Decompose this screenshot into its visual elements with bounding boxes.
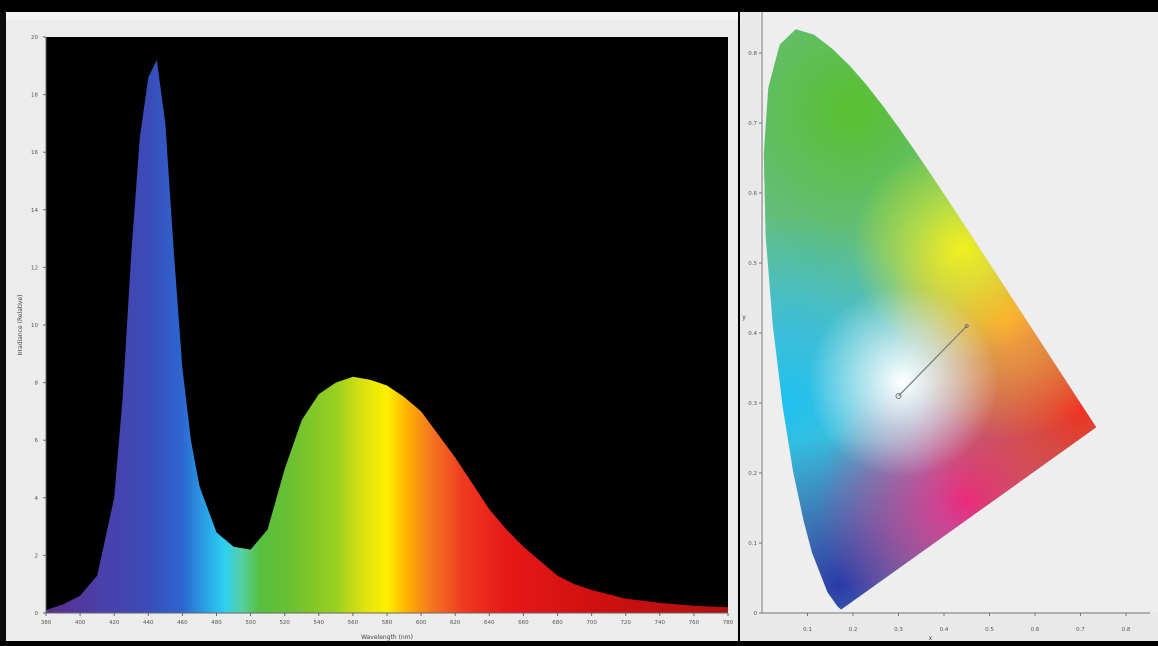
x-tick-label: 420 [109, 620, 120, 626]
y-tick-label: 10 [31, 323, 38, 329]
x-tick-label: 600 [416, 620, 427, 626]
cie-y-tick-label: 0.4 [748, 331, 757, 337]
cie-white-point [895, 393, 902, 399]
x-tick-label: 480 [211, 620, 222, 626]
x-tick-label: 440 [143, 620, 154, 626]
cie-y-tick-label: 0.1 [748, 541, 757, 547]
cie-connecting-line [898, 325, 968, 397]
y-tick-label: 14 [31, 208, 38, 214]
x-axis-title: Wavelength (nm) [361, 634, 413, 641]
x-tick-label: 760 [689, 620, 700, 626]
x-tick-label: 740 [655, 620, 666, 626]
y-tick-label: 6 [35, 438, 39, 444]
x-tick-label: 660 [518, 620, 529, 626]
cie-y-tick-label: 0.5 [748, 261, 757, 267]
x-tick-label: 620 [450, 620, 461, 626]
cie-x-tick-label: 0.8 [1122, 627, 1131, 633]
cie-y-tick-label: 0.6 [748, 191, 757, 197]
y-tick-label: 18 [31, 93, 38, 99]
x-tick-label: 520 [279, 620, 290, 626]
y-tick-label: 4 [35, 496, 39, 502]
cie-y-axis-title: y [742, 314, 746, 321]
cie-x-tick-label: 0.6 [1031, 627, 1040, 633]
y-tick-label: 16 [31, 150, 38, 156]
x-tick-label: 640 [484, 620, 495, 626]
chart-stage: 380 400 420 440 460 480 500 520 540 560 580 600 620 6… [0, 12, 1158, 642]
cie-y-tick-label: 0.2 [748, 471, 757, 477]
cie-x-tick-label: 0.7 [1076, 627, 1085, 633]
y-tick-label: 8 [35, 381, 39, 387]
cie-x-tick-label: 0.1 [803, 627, 812, 633]
x-tick-label: 580 [382, 620, 393, 626]
spectrum-area [46, 60, 728, 613]
x-tick-label: 780 [723, 620, 734, 626]
x-tick-label: 680 [552, 620, 563, 626]
x-tick-label: 560 [348, 620, 359, 626]
y-tick-label: 12 [31, 265, 38, 271]
left-edge [0, 12, 6, 641]
cie-x-tick-label: 0.3 [894, 627, 903, 633]
x-tick-label: 380 [41, 620, 52, 626]
title-strip [0, 0, 1158, 12]
x-tick-label: 720 [620, 620, 631, 626]
cie-y-tick-label: 0 [754, 611, 758, 617]
y-tick-label: 2 [35, 553, 39, 559]
x-tick-label: 460 [177, 620, 188, 626]
y-axis-title: Irradiance (Relative) [17, 294, 24, 355]
cie-x-tick-label: 0.4 [940, 627, 949, 633]
cie-y-tick-label: 0.7 [748, 121, 757, 127]
x-tick-label: 500 [245, 620, 256, 626]
y-tick-label: 0 [35, 611, 39, 617]
y-tick-label: 20 [31, 35, 38, 41]
cie-x-tick-label: 0.2 [849, 627, 858, 633]
charts-canvas: 380 400 420 440 460 480 500 520 540 560 580 600 620 6… [0, 12, 1158, 642]
cie-y-tick-label: 0.8 [748, 51, 757, 57]
x-tick-label: 400 [75, 620, 86, 626]
spectrum-panel-header [0, 12, 738, 20]
cie-x-axis-title: x [929, 635, 933, 641]
cie-y-tick-label: 0.3 [748, 401, 757, 407]
x-tick-label: 540 [314, 620, 325, 626]
x-tick-label: 700 [586, 620, 597, 626]
cie-end-point [964, 324, 969, 328]
cie-x-tick-label: 0.5 [985, 627, 994, 633]
